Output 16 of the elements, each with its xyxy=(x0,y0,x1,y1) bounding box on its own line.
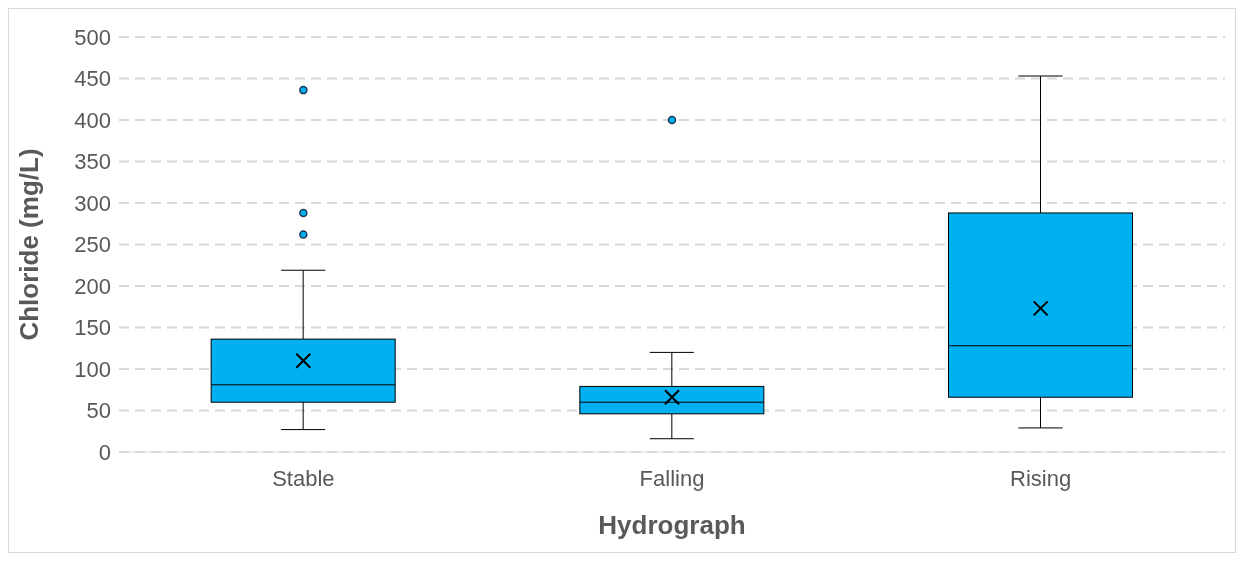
x-axis-title: Hydrograph xyxy=(598,510,746,540)
x-tick-label: Rising xyxy=(1010,465,1072,491)
x-tick-label: Stable xyxy=(272,465,335,491)
y-tick-label: 50 xyxy=(86,398,111,424)
y-tick-label: 150 xyxy=(74,315,111,341)
y-tick-label: 0 xyxy=(98,439,111,465)
x-tick-label: Falling xyxy=(639,465,705,491)
y-tick-label: 200 xyxy=(74,273,111,299)
y-tick-label: 400 xyxy=(74,107,111,133)
y-tick-label: 300 xyxy=(74,190,111,216)
y-tick-label: 500 xyxy=(74,24,111,50)
y-tick-label: 250 xyxy=(74,232,111,258)
y-tick-label: 450 xyxy=(74,66,111,92)
y-axis-title: Chloride (mg/L) xyxy=(14,148,45,341)
y-tick-label: 350 xyxy=(74,149,111,175)
y-tick-label: 100 xyxy=(74,356,111,382)
